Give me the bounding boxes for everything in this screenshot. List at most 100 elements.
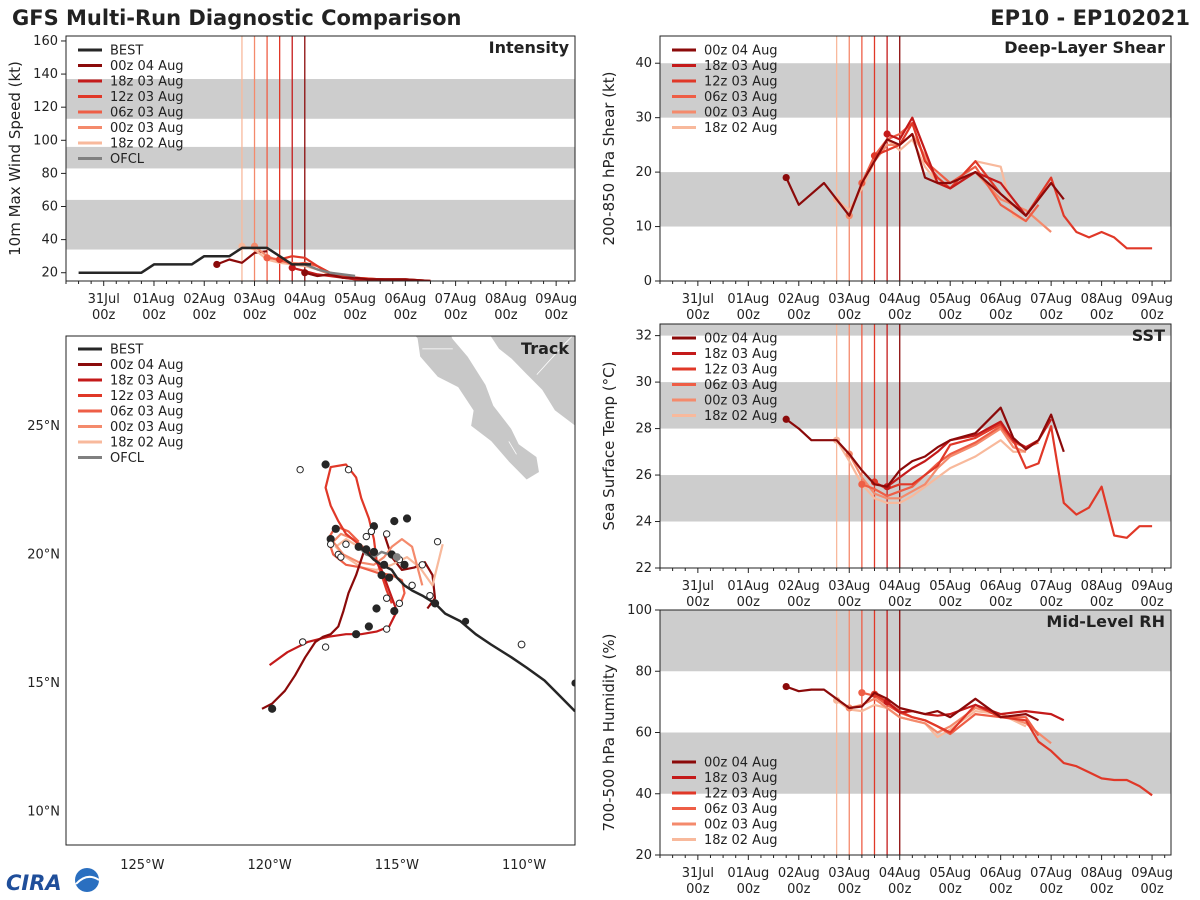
legend-label: 06z 03 Aug <box>704 802 778 817</box>
track-marker <box>268 704 277 713</box>
track-marker <box>352 630 361 639</box>
panel-title: Intensity <box>489 38 570 57</box>
x-tick-label: 00z <box>293 308 317 323</box>
x-tick-label: 06Aug <box>980 579 1022 594</box>
x-tick-label: 00z <box>787 595 811 610</box>
track-marker <box>385 573 394 582</box>
track-marker <box>369 547 379 557</box>
legend-label: 18z 02 Aug <box>704 121 778 136</box>
x-tick-label: 06Aug <box>980 866 1022 881</box>
plot-frame <box>65 35 576 282</box>
track-marker <box>380 560 389 569</box>
series-line <box>886 701 1065 722</box>
x-tick-label: 00z <box>838 595 862 610</box>
legend-label: 18z 02 Aug <box>110 137 184 152</box>
map-group <box>261 336 575 713</box>
x-tick-label: 00z <box>888 882 912 897</box>
track-marker <box>331 524 340 533</box>
legend-label: 12z 03 Aug <box>704 363 778 378</box>
storm-id: EP10 - EP102021 <box>990 6 1190 30</box>
x-tick-label: 00z <box>193 308 217 323</box>
x-tick-label: 00z <box>989 595 1013 610</box>
series-line <box>304 271 431 281</box>
track-marker <box>342 540 350 548</box>
series-line <box>785 685 1039 722</box>
x-tick-label: 06Aug <box>980 292 1022 307</box>
logo-globe-icon <box>75 868 99 892</box>
y-tick-label: 30 <box>635 375 652 390</box>
legend-label: 12z 03 Aug <box>704 75 778 90</box>
series-start-point <box>301 269 309 277</box>
x-tick-label: 04Aug <box>284 292 326 307</box>
legend-label: OFCL <box>110 152 145 167</box>
legend-label: 18z 03 Aug <box>110 75 184 90</box>
x-tick-label: 07Aug <box>1030 866 1072 881</box>
panel-title: Track <box>521 339 569 358</box>
series-group <box>782 116 1153 250</box>
best-track-line <box>78 246 312 274</box>
y-tick-label: 0 <box>644 274 652 289</box>
x-tick-label: 00z <box>737 308 761 323</box>
track-marker <box>433 537 442 546</box>
baja-land <box>414 336 540 481</box>
x-tick-label: 05Aug <box>334 292 376 307</box>
y-tick-label: 140 <box>33 67 58 82</box>
track-marker <box>382 625 391 633</box>
series-start-point <box>782 173 790 182</box>
x-tick-label: 01Aug <box>133 292 175 307</box>
series-line <box>873 422 1153 539</box>
x-tick-label: 02Aug <box>183 292 225 307</box>
model-track <box>261 551 365 710</box>
legend-label: 00z 04 Aug <box>110 358 184 373</box>
track-marker <box>418 561 426 569</box>
y-axis-label: Sea Surface Temp (°C) <box>600 361 618 530</box>
x-tick-label: 09Aug <box>535 292 577 307</box>
track-marker <box>296 465 304 474</box>
series-start-point <box>782 415 790 423</box>
x-tick-label: 31Jul <box>682 866 714 881</box>
series-start-point <box>263 254 271 262</box>
x-tick-label: 00z <box>989 882 1013 897</box>
track-marker <box>390 516 399 526</box>
logo-swirl-icon <box>75 875 100 885</box>
x-tick-label: 00z <box>787 882 811 897</box>
track-marker <box>372 604 381 613</box>
x-tick-label: 02Aug <box>778 866 820 881</box>
legend-label: 18z 03 Aug <box>704 771 778 786</box>
legend-label: 18z 03 Aug <box>110 374 184 389</box>
x-tick-label: 03Aug <box>828 866 870 881</box>
track-marker <box>400 560 409 569</box>
track-marker <box>390 606 399 616</box>
y-tick-label: 60 <box>41 200 58 215</box>
lon-tick-label: 110°W <box>502 858 546 873</box>
track-marker <box>382 530 391 538</box>
shade-band <box>660 63 1171 118</box>
series-line <box>886 418 1053 488</box>
y-axis-label: 10m Max Wind Speed (kt) <box>6 61 24 256</box>
state-border <box>508 441 517 455</box>
x-tick-label: 07Aug <box>1030 579 1072 594</box>
x-tick-label: 00z <box>243 308 267 323</box>
track-marker <box>354 542 363 551</box>
legend-label: 06z 03 Aug <box>110 405 184 420</box>
x-tick-label: 03Aug <box>828 292 870 307</box>
legend-label: 00z 03 Aug <box>110 420 184 435</box>
shade-band <box>660 172 1171 227</box>
legend-label: 00z 04 Aug <box>704 44 778 59</box>
y-tick-label: 60 <box>635 726 652 741</box>
ofcl-line <box>304 263 356 278</box>
logo-text: CIRA <box>6 871 62 895</box>
best-marker <box>571 679 575 687</box>
model-track <box>268 545 398 666</box>
lon-tick-label: 120°W <box>248 858 292 873</box>
model-track <box>334 537 444 587</box>
x-tick-label: 00z <box>494 308 518 323</box>
ofcl-marker <box>392 553 401 562</box>
lat-tick-label: 25°N <box>27 419 60 434</box>
shade-band <box>660 324 1171 336</box>
track-marker <box>362 545 371 554</box>
legend-label: 18z 02 Aug <box>704 833 778 848</box>
shade-band <box>660 732 1171 794</box>
x-tick-label: 05Aug <box>929 579 971 594</box>
